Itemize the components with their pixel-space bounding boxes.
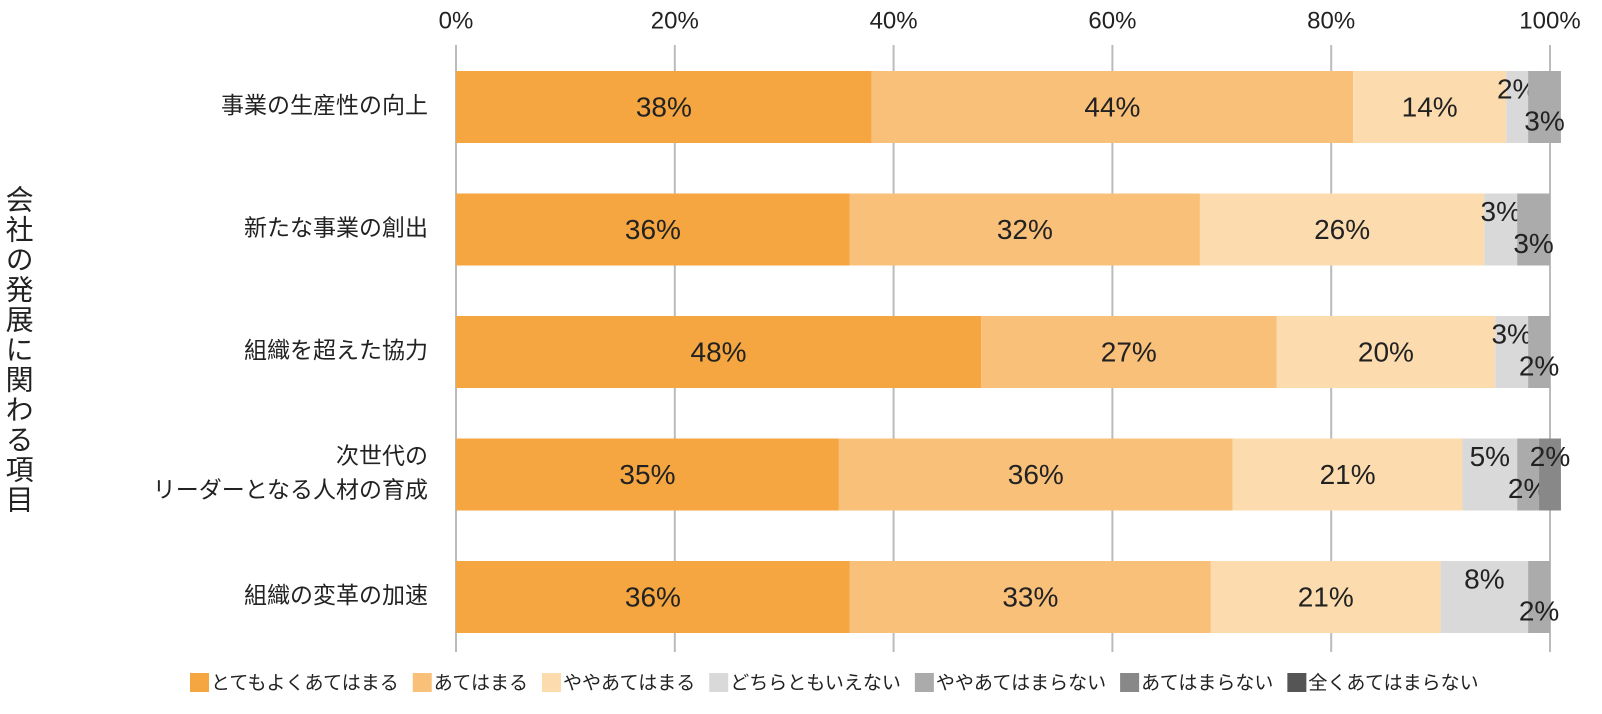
bar-segment — [456, 561, 850, 633]
bar-segment — [1539, 438, 1561, 511]
value-label: 32% — [997, 214, 1053, 245]
value-label: 26% — [1314, 214, 1370, 245]
bar-segment — [849, 561, 1211, 633]
category-label: 組織の変革の加速 — [244, 582, 428, 608]
legend-label: ややあてはまる — [563, 672, 695, 694]
bar-segment — [849, 193, 1200, 266]
bar-segment — [1506, 71, 1529, 143]
bar-segment — [1484, 193, 1518, 266]
bar-segment — [1517, 438, 1540, 511]
x-tick-label: 100% — [1519, 7, 1580, 34]
legend-label: どちらともいえない — [730, 672, 901, 694]
legend-swatch — [541, 673, 561, 692]
category-label: 事業の生産性の向上 — [221, 92, 428, 118]
x-tick-label: 20% — [651, 7, 699, 34]
value-label: 14% — [1402, 91, 1458, 122]
value-label: 2% — [1519, 350, 1559, 381]
x-tick-label: 60% — [1088, 7, 1136, 34]
y-axis-title: 会社の発展に関わる項目 — [3, 185, 34, 515]
bar-segment — [1495, 316, 1529, 388]
value-label: 5% — [1470, 441, 1510, 472]
value-label: 38% — [636, 91, 692, 122]
value-label: 36% — [625, 214, 681, 245]
legend-swatch — [1287, 673, 1307, 692]
bar-segment — [1353, 71, 1507, 143]
value-label: 44% — [1084, 91, 1140, 122]
x-tick-label: 40% — [870, 7, 918, 34]
value-label: 3% — [1513, 228, 1553, 259]
category-label: 組織を超えた協力 — [244, 337, 428, 363]
value-label: 8% — [1464, 563, 1504, 594]
legend-label: ややあてはまらない — [936, 672, 1106, 694]
bar-segment — [1440, 561, 1529, 633]
bar-segment — [981, 316, 1277, 388]
legend-swatch — [709, 673, 729, 692]
bar-segment — [456, 71, 872, 143]
bar-segment — [1462, 438, 1518, 511]
value-label: 20% — [1358, 336, 1414, 367]
bar-segment — [1528, 71, 1561, 143]
bar-segment — [456, 193, 850, 266]
category-label: 新たな事業の創出 — [244, 215, 428, 241]
bar-segment — [1210, 561, 1441, 633]
bar-segment — [1199, 193, 1485, 266]
bar-segment — [1528, 316, 1550, 388]
x-tick-label: 0% — [439, 7, 474, 34]
value-label: 3% — [1491, 318, 1531, 349]
category-label: 次世代のリーダーとなる人材の育成 — [153, 443, 428, 503]
bar-segment — [456, 316, 982, 388]
value-label: 2% — [1530, 441, 1570, 472]
legend-swatch — [914, 673, 934, 692]
x-tick-label: 80% — [1307, 7, 1355, 34]
bar-segment — [1232, 438, 1463, 511]
value-label: 2% — [1519, 595, 1559, 626]
bar-segment — [838, 438, 1233, 511]
value-label: 33% — [1002, 581, 1058, 612]
bar-segment — [871, 71, 1354, 143]
legend-swatch — [1120, 673, 1140, 692]
value-label: 3% — [1524, 105, 1564, 136]
value-label: 21% — [1298, 581, 1354, 612]
bar-segment — [1276, 316, 1496, 388]
legend-swatch — [412, 673, 432, 692]
legend-label: 全くあてはまらない — [1308, 672, 1478, 694]
value-label: 48% — [691, 336, 747, 367]
value-label: 27% — [1101, 336, 1157, 367]
legend-label: あてはまる — [434, 673, 528, 694]
value-label: 36% — [625, 581, 681, 612]
bar-segment — [1517, 193, 1550, 266]
bar-segment — [456, 438, 839, 511]
bar-segment — [1528, 561, 1550, 633]
value-label: 36% — [1008, 459, 1064, 490]
legend-label: とてもよくあてはまる — [211, 673, 399, 694]
value-label: 35% — [619, 459, 675, 490]
legend-label: あてはまらない — [1141, 673, 1273, 694]
value-label: 21% — [1320, 459, 1376, 490]
value-label: 3% — [1481, 196, 1521, 227]
legend-swatch — [190, 673, 209, 692]
